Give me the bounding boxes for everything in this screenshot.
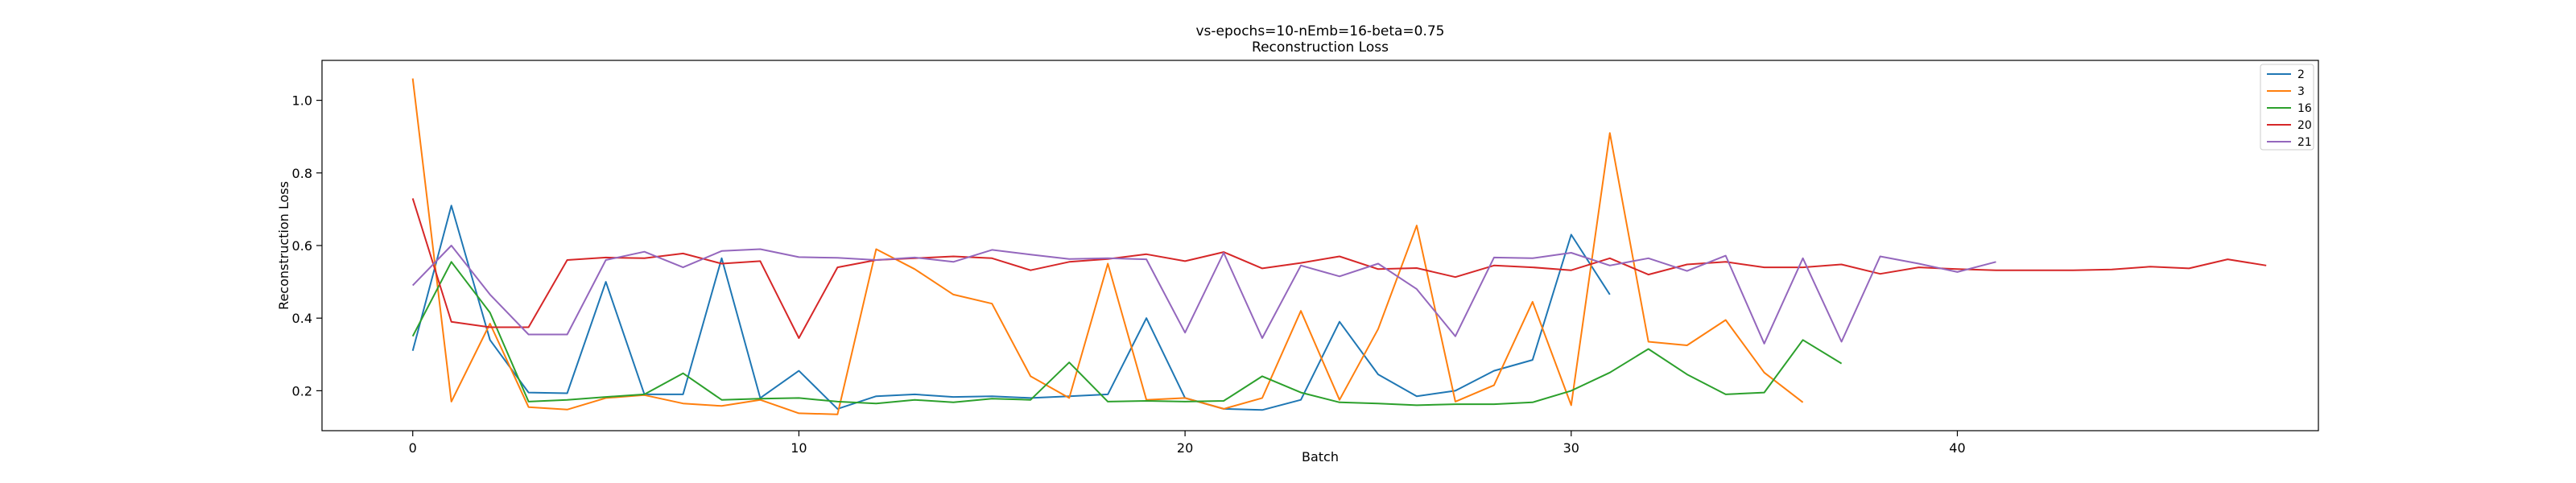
- chart-subtitle: Reconstruction Loss: [1252, 39, 1389, 56]
- series-lines: [411, 78, 2267, 415]
- x-axis-label: Batch: [1302, 449, 1339, 464]
- x-tick-label: 40: [1949, 440, 1965, 456]
- axis-ticks: 0 10 20 30 40 0.2 0.4 0.6 0.8 1.0: [292, 93, 1966, 456]
- chart-title: vs-epochs=10-nEmb=16-beta=0.75: [1196, 23, 1445, 39]
- y-tick-label: 1.0: [292, 93, 312, 109]
- series-line-2: [411, 204, 1611, 411]
- legend-label-16: 16: [2297, 102, 2312, 115]
- y-axis-label: Reconstruction Loss: [276, 181, 291, 310]
- y-tick-label: 0.6: [292, 238, 312, 254]
- x-tick-label: 0: [409, 440, 417, 456]
- legend-label-3: 3: [2297, 85, 2305, 98]
- x-tick-label: 20: [1177, 440, 1193, 456]
- series-line-16: [411, 261, 1843, 407]
- y-tick-label: 0.8: [292, 166, 312, 181]
- x-tick-label: 10: [791, 440, 807, 456]
- y-tick-label: 0.2: [292, 383, 312, 398]
- legend-label-21: 21: [2297, 136, 2312, 149]
- legend-label-2: 2: [2297, 68, 2305, 81]
- y-tick-label: 0.4: [292, 311, 312, 326]
- plot-frame: [321, 60, 2319, 431]
- x-tick-label: 30: [1563, 440, 1579, 456]
- series-line-21: [411, 245, 1996, 345]
- series-line-20: [411, 198, 2267, 339]
- legend: 2 3 16 20 21: [2260, 64, 2314, 151]
- series-line-3: [411, 78, 1804, 415]
- legend-label-20: 20: [2297, 119, 2312, 132]
